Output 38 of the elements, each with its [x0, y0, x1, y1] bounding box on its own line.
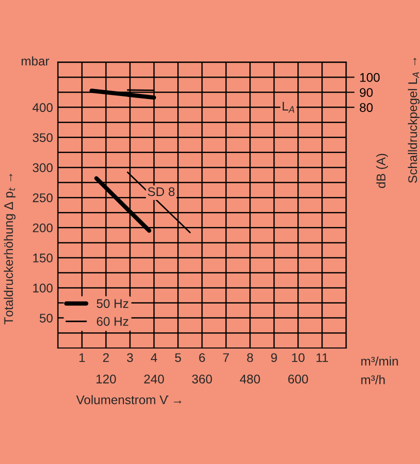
legend-label: 60 Hz [96, 317, 128, 326]
x-tick-label: 1 [79, 353, 85, 362]
annotation: SD 8 [148, 187, 175, 196]
x-tick-label: 2 [103, 353, 109, 362]
x-tick-label: 4 [150, 353, 158, 362]
x-tick-label: 9 [271, 353, 277, 362]
y2-tick-label: 100 [360, 73, 380, 82]
text: m³/min [361, 356, 398, 366]
x2-tick-label: 120 [96, 374, 116, 384]
x-axis-title: Volumenstrom V̇ → [76, 395, 182, 404]
y-axis-title: Totaldruckerhöhung Δ p$_{t}$ → [4, 174, 16, 324]
x-tick-label: 11 [316, 353, 328, 362]
y-tick-label: 300 [32, 163, 53, 172]
y-tick-label: 50 [40, 314, 53, 323]
x-tick-label: 8 [247, 353, 253, 362]
y-tick-label: 100 [33, 284, 53, 292]
y-tick-label: 350 [32, 133, 53, 142]
x2-tick-label: 360 [192, 374, 212, 384]
y2-tick-label: 90 [360, 88, 373, 97]
x-tick-label: 7 [223, 353, 229, 362]
annotation: L$_{A}$ [282, 102, 294, 113]
x-tick-label: 6 [199, 353, 205, 362]
text: mbar [22, 56, 50, 66]
x2-tick-label: 480 [240, 374, 260, 384]
x-tick-label: 10 [292, 353, 305, 362]
y-tick-label: 250 [32, 193, 53, 202]
y-tick-label: 400 [32, 103, 53, 112]
legend-label: 50 Hz [96, 299, 128, 308]
text: m³/h [361, 375, 385, 384]
x2-tick-label: 240 [144, 374, 164, 384]
x-tick-label: 3 [126, 353, 133, 362]
y-tick-label: 150 [33, 254, 53, 262]
x2-tick-label: 600 [288, 374, 308, 384]
y2-tick-label: 80 [360, 103, 373, 112]
y-tick-label: 200 [32, 223, 53, 232]
text: dB (A) [376, 154, 388, 188]
x-tick-label: 5 [175, 353, 181, 362]
y2-axis-title: Schalldruckpegel L$_{A}$ → [408, 58, 420, 183]
